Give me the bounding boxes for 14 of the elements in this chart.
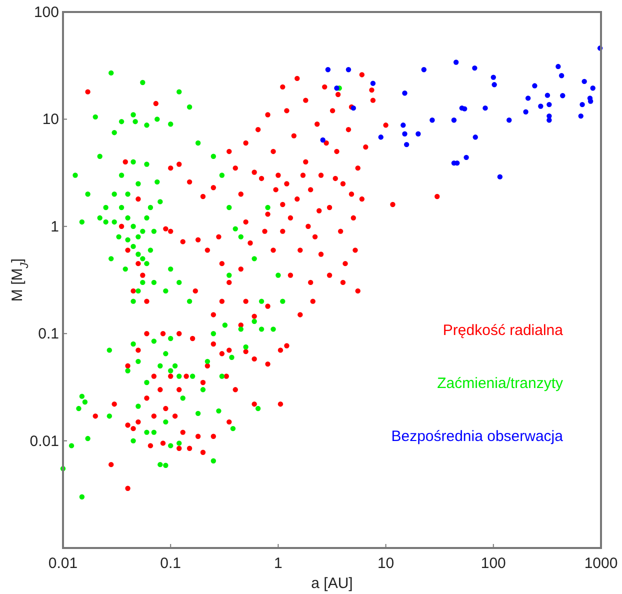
y-tick-label: 0.01 [30,432,59,450]
x-tick-label: 1 [274,555,282,572]
x-tick-label: 0.1 [160,555,182,572]
text: Bezpośrednia obserwacja [391,428,564,445]
y-tick-label: 0.1 [38,326,59,343]
text: Prędkość radialna [442,322,564,339]
x-axis-title: a [AU] [311,575,353,592]
y-tick-label: 10 [42,111,59,128]
text: Zaćmienia/tranzyty [437,375,564,392]
x-tick-label: 1000 [584,555,618,572]
y-tick-label: 1 [50,218,59,236]
x-tick-label: 100 [480,555,506,572]
x-tick-label: 10 [377,555,394,572]
y-tick-label: 100 [34,4,59,21]
